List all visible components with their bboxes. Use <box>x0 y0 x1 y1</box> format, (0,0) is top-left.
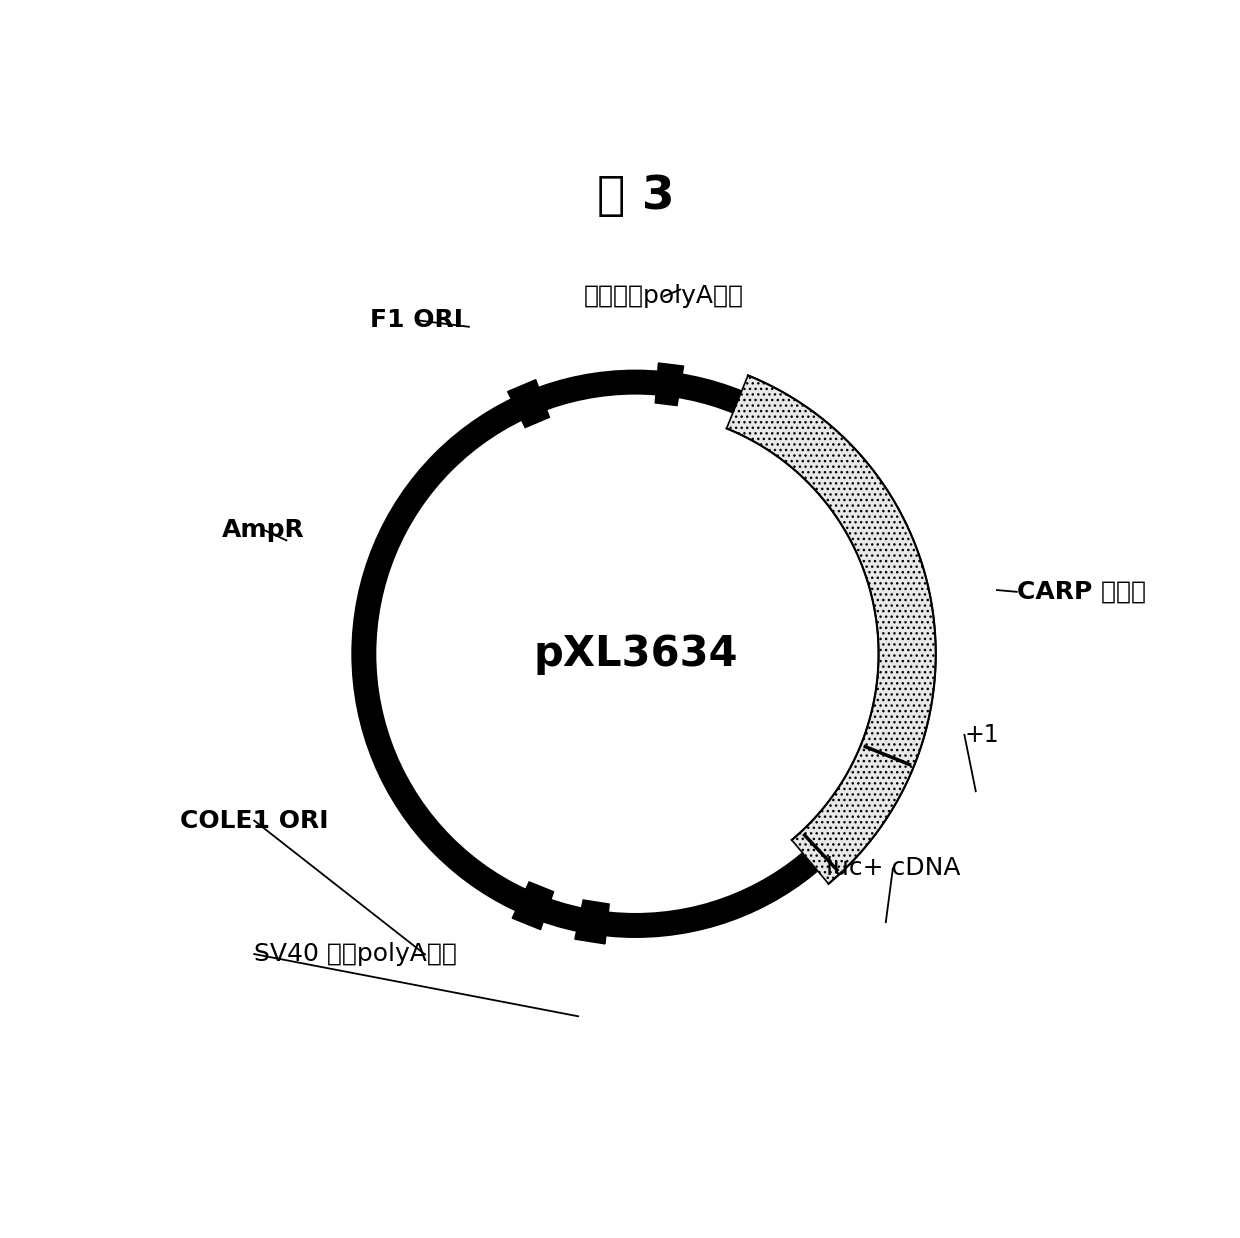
Text: pXL3634: pXL3634 <box>533 633 738 675</box>
Text: 图 3: 图 3 <box>596 173 675 219</box>
Polygon shape <box>449 420 495 454</box>
Text: CARP 启动子: CARP 启动子 <box>1017 579 1146 604</box>
Text: +1: +1 <box>965 723 999 747</box>
Polygon shape <box>507 380 549 427</box>
Polygon shape <box>727 375 936 884</box>
Polygon shape <box>727 375 936 884</box>
Polygon shape <box>512 881 553 930</box>
Text: AmpR: AmpR <box>222 517 305 542</box>
Polygon shape <box>575 900 609 943</box>
Text: F1 ORI: F1 ORI <box>370 308 463 332</box>
Polygon shape <box>655 363 683 406</box>
Text: SV40 晚期polyA信号: SV40 晚期polyA信号 <box>254 942 458 966</box>
Text: COLE1 ORI: COLE1 ORI <box>180 808 329 833</box>
Text: luc+ cDNA: luc+ cDNA <box>826 857 960 880</box>
Polygon shape <box>495 888 547 912</box>
Polygon shape <box>377 513 402 566</box>
Text: 上游合成polyA信号: 上游合成polyA信号 <box>584 285 744 308</box>
